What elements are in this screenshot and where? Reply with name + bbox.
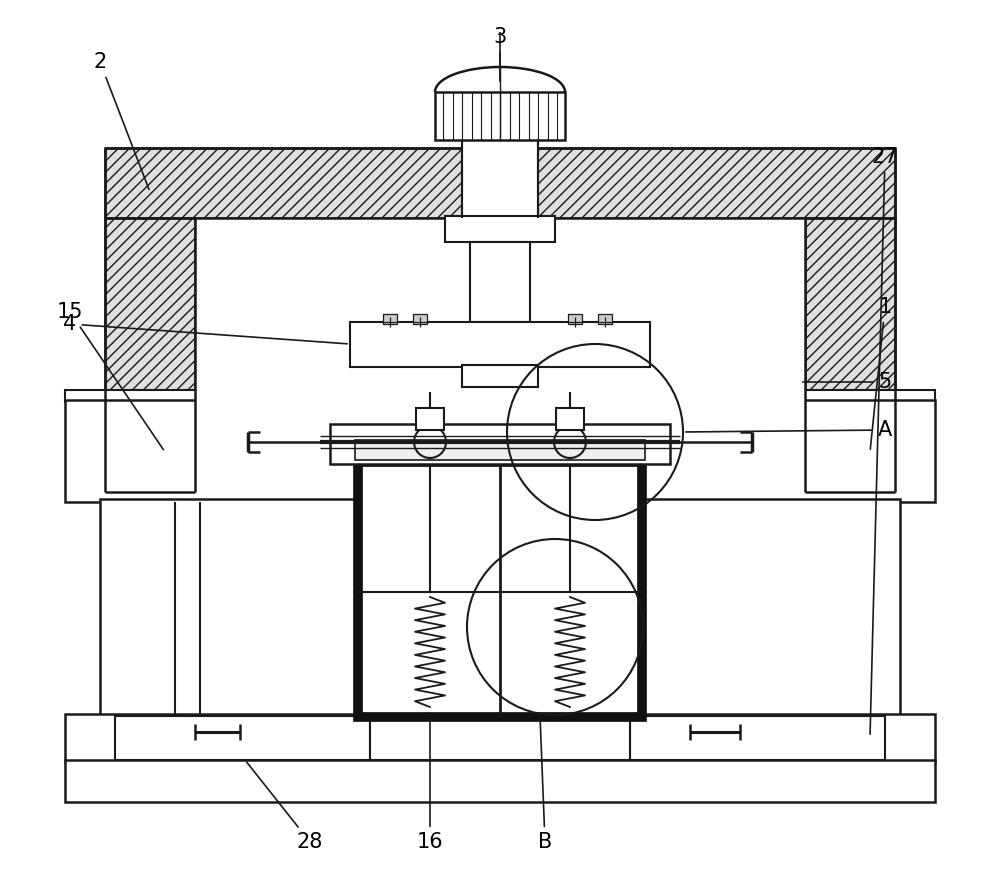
Bar (556, 408, 584, 430)
Text: 16: 16 (417, 720, 443, 852)
Bar (100, 499, 900, 717)
Bar (65, 390, 935, 402)
Bar (445, 216, 555, 242)
Bar (470, 242, 530, 322)
Bar (416, 408, 444, 430)
Text: 27: 27 (870, 147, 898, 734)
Bar (568, 314, 582, 324)
Text: 28: 28 (247, 762, 323, 852)
Bar (630, 716, 885, 760)
Bar (330, 424, 670, 464)
Bar (105, 218, 195, 492)
Bar (350, 322, 650, 367)
Bar (435, 92, 565, 140)
Text: 4: 4 (63, 314, 347, 343)
Bar (355, 440, 645, 460)
Text: B: B (538, 718, 552, 852)
Text: 1: 1 (870, 297, 892, 450)
Bar (65, 714, 935, 762)
Bar (195, 218, 805, 492)
Bar (115, 716, 370, 760)
Text: 2: 2 (93, 52, 149, 189)
Text: 15: 15 (57, 302, 163, 450)
Bar (462, 140, 538, 218)
Bar (598, 314, 612, 324)
Bar (383, 314, 397, 324)
Text: A: A (686, 420, 892, 440)
Bar (805, 218, 895, 492)
Bar (358, 462, 642, 717)
Bar (413, 314, 427, 324)
Bar (105, 148, 895, 218)
Bar (370, 716, 630, 760)
Text: 3: 3 (493, 27, 507, 79)
Text: 5: 5 (803, 372, 892, 392)
Bar (65, 400, 935, 502)
Bar (462, 365, 538, 387)
Bar (65, 760, 935, 802)
